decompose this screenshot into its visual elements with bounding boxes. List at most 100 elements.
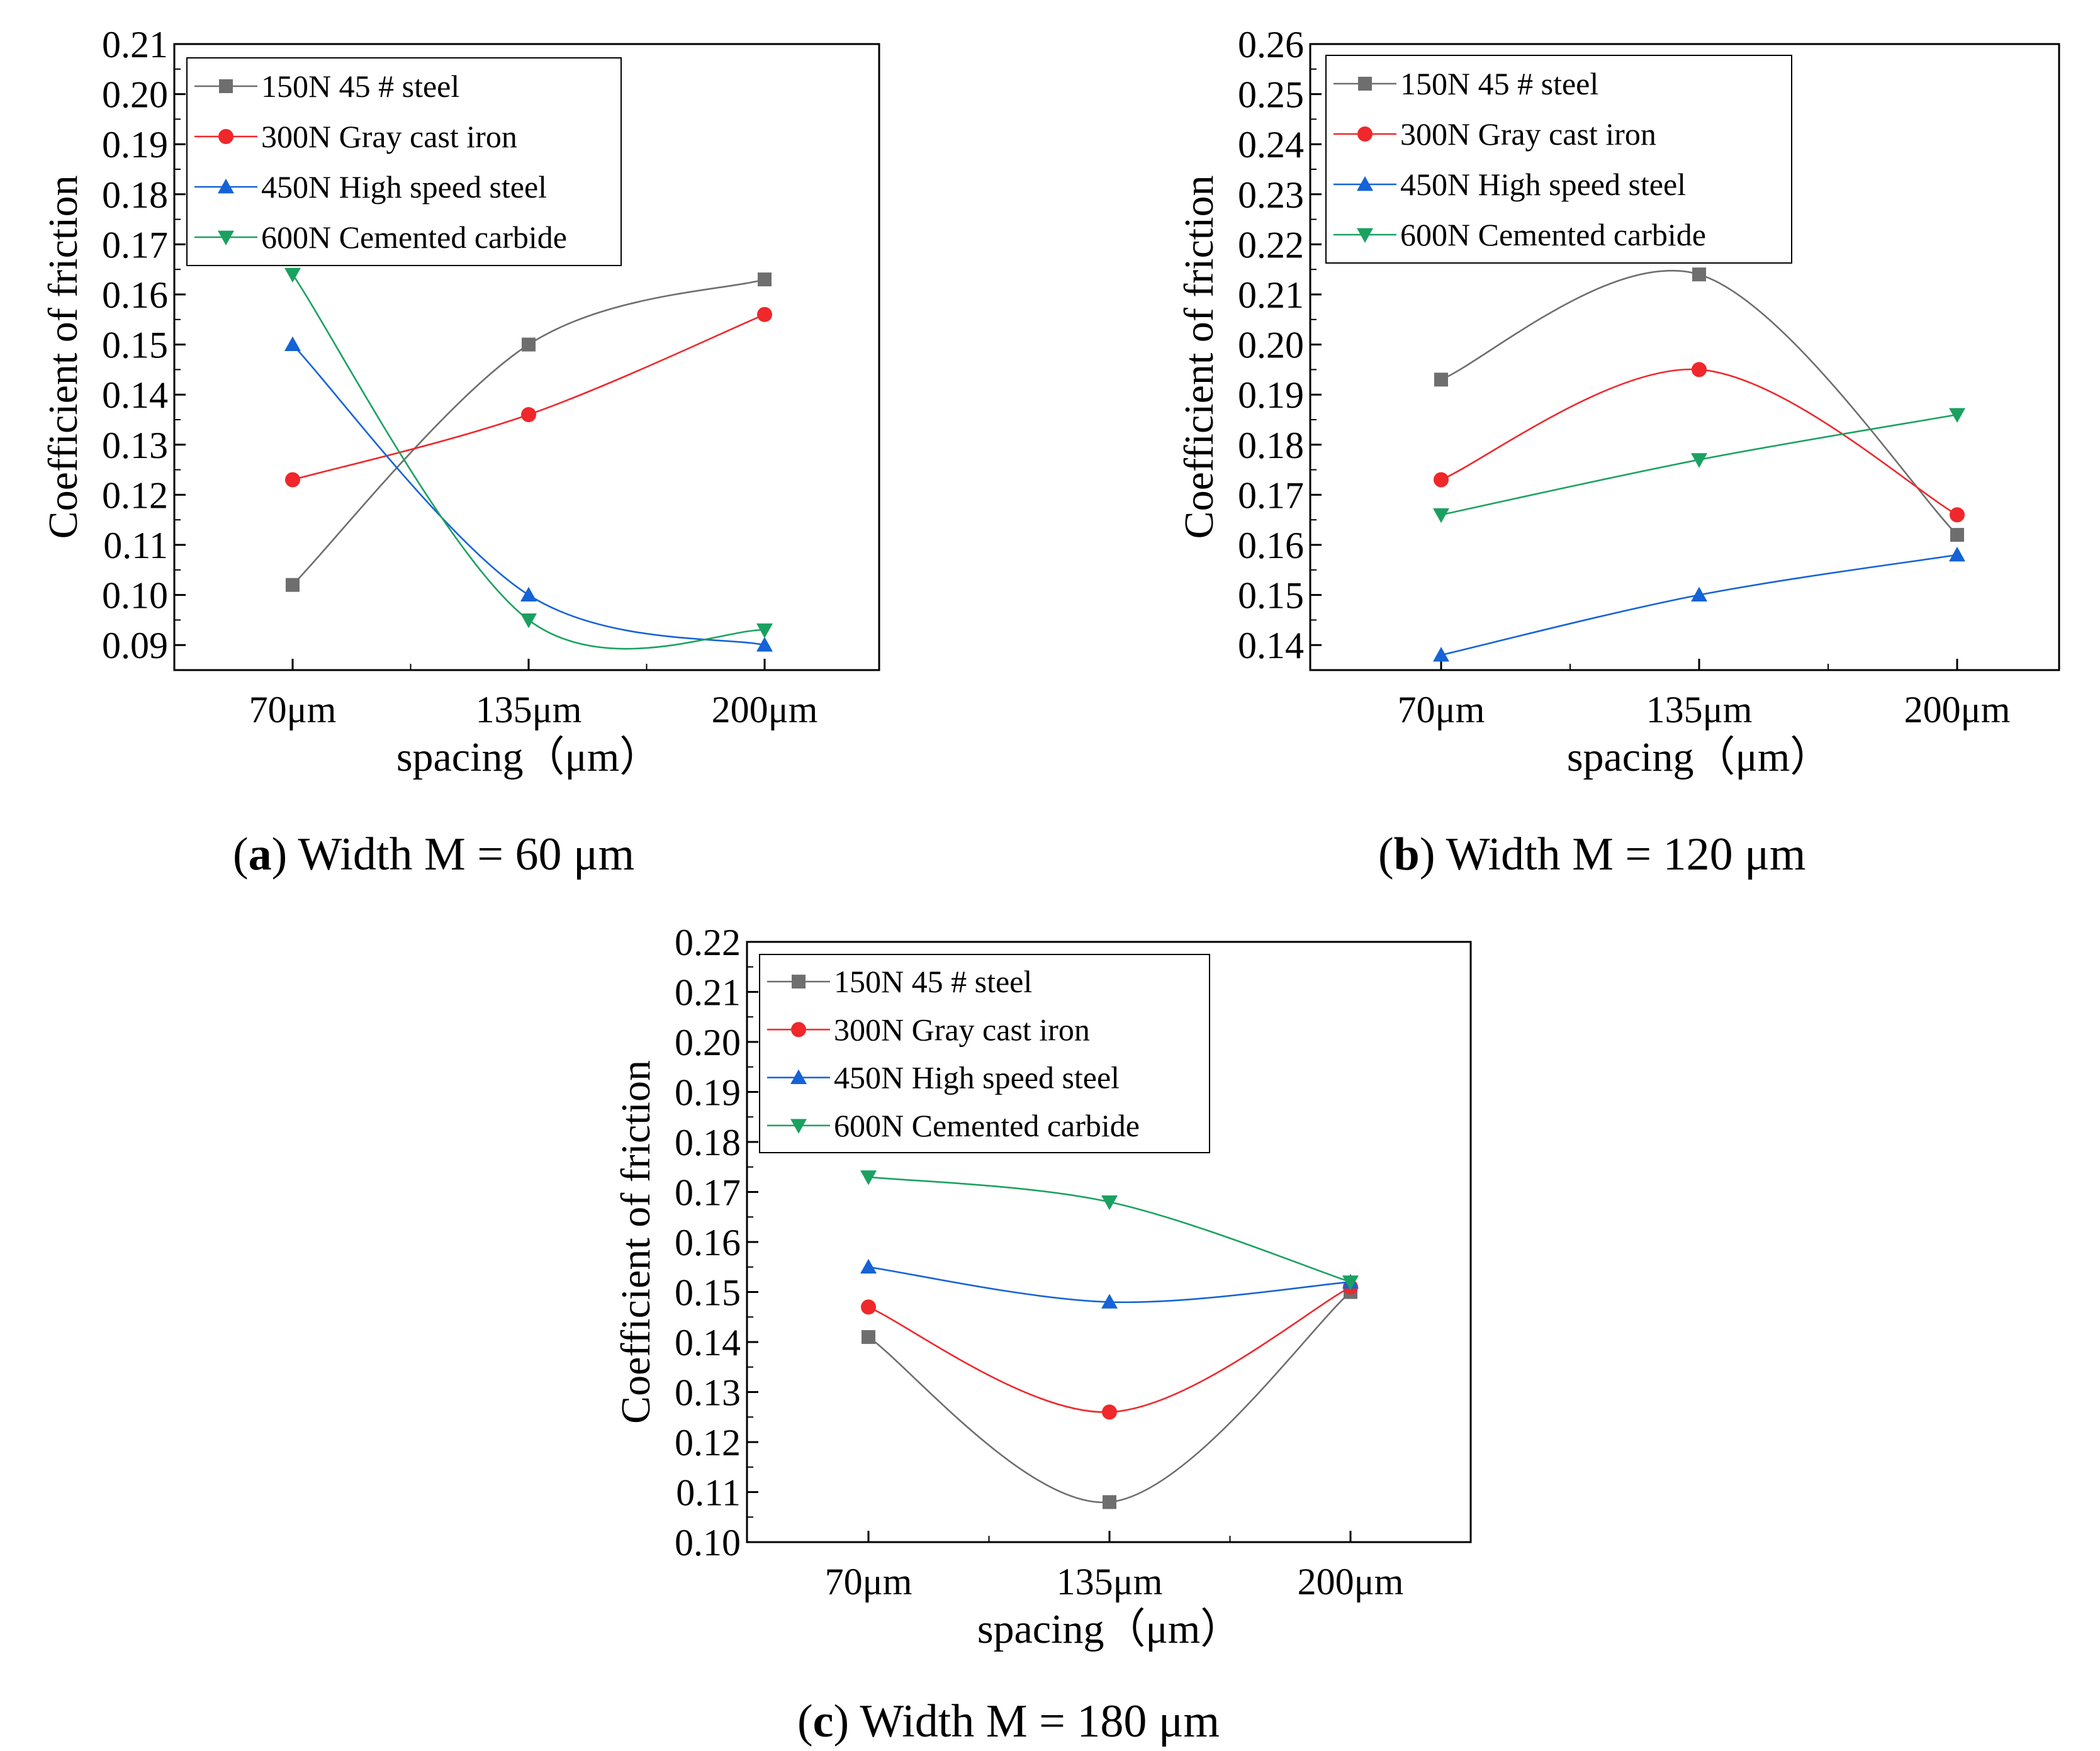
series-600n-cemented-carbide: [860, 1170, 1359, 1290]
legend: 150N 45 # steel 300N Gray cast iron 450N H…: [186, 57, 622, 266]
data-point: [285, 472, 300, 488]
data-point: [1949, 408, 1965, 423]
data-point: [1950, 507, 1965, 523]
y-tick-label: 0.09: [102, 625, 168, 666]
legend-label: 450N High speed steel: [261, 169, 547, 204]
data-point: [1102, 1404, 1117, 1420]
legend-label: 300N Gray cast iron: [834, 1012, 1090, 1047]
legend-label: 300N Gray cast iron: [261, 119, 517, 154]
data-point: [1949, 546, 1965, 562]
data-point: [1101, 1195, 1118, 1211]
series-600n-cemented-carbide: [284, 267, 773, 650]
y-tick-label: 0.18: [102, 174, 168, 216]
y-tick-label: 0.22: [675, 922, 741, 963]
y-tick-label: 0.21: [102, 24, 168, 65]
panel-caption: (a) Width M = 60 μm: [233, 829, 634, 880]
x-tick-label: 200μm: [1904, 689, 2011, 730]
y-axis-title: Coefficient of friction: [1176, 176, 1222, 539]
legend-box: [186, 57, 622, 266]
legend-box: [759, 954, 1210, 1153]
y-axis-title: Coefficient of friction: [613, 1060, 659, 1424]
y-tick-label: 0.12: [675, 1422, 741, 1463]
series-450n-high-speed-steel: [284, 336, 773, 652]
y-tick-label: 0.14: [675, 1322, 741, 1363]
y-tick-label: 0.15: [102, 325, 168, 366]
legend-swatch-marker: [1357, 228, 1373, 243]
data-point: [284, 336, 301, 351]
legend: 150N 45 # steel 300N Gray cast iron 450N H…: [1325, 55, 1792, 264]
y-tick-label: 0.23: [1238, 174, 1304, 216]
legend-swatch-marker: [218, 179, 234, 194]
caption-text: Width M = 60 μm: [287, 829, 634, 880]
y-tick-label: 0.22: [1238, 224, 1304, 266]
data-point: [1950, 528, 1964, 542]
series-150n-45-steel: [1434, 267, 1964, 542]
series-line: [292, 278, 765, 586]
y-tick-label: 0.17: [102, 224, 168, 266]
y-tick-label: 0.16: [102, 274, 168, 316]
x-tick-label: 70μm: [825, 1561, 912, 1603]
x-tick-label: 135μm: [476, 689, 582, 730]
y-axis-title: Coefficient of friction: [40, 176, 86, 539]
series-line: [1440, 269, 1958, 536]
data-point: [757, 306, 772, 322]
y-tick-label: 0.20: [102, 74, 168, 116]
legend-label: 150N 45 # steel: [834, 964, 1032, 999]
y-tick-label: 0.11: [676, 1472, 741, 1514]
legend-label: 150N 45 # steel: [1400, 66, 1598, 101]
y-tick-label: 0.17: [1238, 474, 1304, 516]
legend-label: 150N 45 # steel: [261, 69, 459, 104]
series-150n-45-steel: [286, 272, 772, 592]
chart-panel-c: 0.10 0.11 0.12 0.13 0.14 0.15 0.16 0.17 0.18 0.19…: [613, 922, 1472, 1747]
data-point: [860, 1170, 877, 1185]
chart-panel-b: 0.14 0.15 0.16 0.17 0.18 0.19 0.20 0.21 0.22 0.23…: [1176, 24, 2060, 880]
legend-swatch-marker: [218, 230, 234, 245]
legend-swatch-marker: [1358, 77, 1372, 91]
y-tick-label: 0.18: [675, 1122, 741, 1163]
legend: 150N 45 # steel 300N Gray cast iron 450N H…: [759, 954, 1210, 1153]
data-point: [1103, 1495, 1116, 1509]
panel-caption: (b) Width M = 120 μm: [1378, 829, 1805, 880]
plot-frame: [173, 43, 880, 671]
y-tick-label: 0.21: [1238, 274, 1304, 316]
y-tick-label: 0.15: [1238, 575, 1304, 617]
y-tick-label: 0.13: [675, 1372, 741, 1414]
data-point: [1433, 508, 1449, 523]
legend-swatch-marker: [1357, 126, 1373, 142]
data-point: [286, 578, 300, 592]
x-axis-title: spacing（μm）: [396, 734, 661, 780]
data-point: [756, 623, 773, 639]
series-150n-45-steel: [862, 1285, 1357, 1509]
data-point: [1691, 453, 1707, 468]
x-tick-label: 135μm: [1057, 1561, 1163, 1603]
legend-label: 450N High speed steel: [834, 1060, 1120, 1095]
data-point: [1692, 267, 1706, 282]
data-point: [522, 337, 536, 352]
data-point: [861, 1299, 876, 1315]
y-tick-label: 0.21: [675, 972, 741, 1014]
panel-caption: (c) Width M = 180 μm: [797, 1696, 1220, 1747]
data-point: [284, 267, 301, 283]
x-axis-title: spacing（μm）: [977, 1606, 1242, 1652]
legend-swatch-marker: [791, 1022, 806, 1038]
y-tick-label: 0.14: [102, 374, 168, 416]
y-tick-label: 0.16: [675, 1222, 741, 1263]
y-tick-label: 0.12: [102, 474, 168, 516]
caption-letter: b: [1394, 829, 1420, 880]
x-tick-label: 200μm: [1298, 1561, 1404, 1603]
y-tick-label: 0.19: [1238, 374, 1304, 416]
series-300n-gray-cast-iron: [1434, 362, 1965, 523]
data-point: [520, 586, 537, 601]
series-450n-high-speed-steel: [860, 1258, 1359, 1309]
legend-box: [1325, 55, 1792, 264]
y-tick-label: 0.19: [102, 124, 168, 165]
y-tick-label: 0.17: [675, 1172, 741, 1214]
y-tick-label: 0.15: [675, 1272, 741, 1314]
legend-swatch-marker: [1357, 176, 1373, 191]
legend-label: 600N Cemented carbide: [834, 1108, 1140, 1143]
series-line: [868, 1176, 1351, 1283]
data-point: [860, 1258, 877, 1274]
x-axis-title: spacing（μm）: [1567, 734, 1831, 780]
legend-label: 600N Cemented carbide: [1400, 217, 1706, 252]
